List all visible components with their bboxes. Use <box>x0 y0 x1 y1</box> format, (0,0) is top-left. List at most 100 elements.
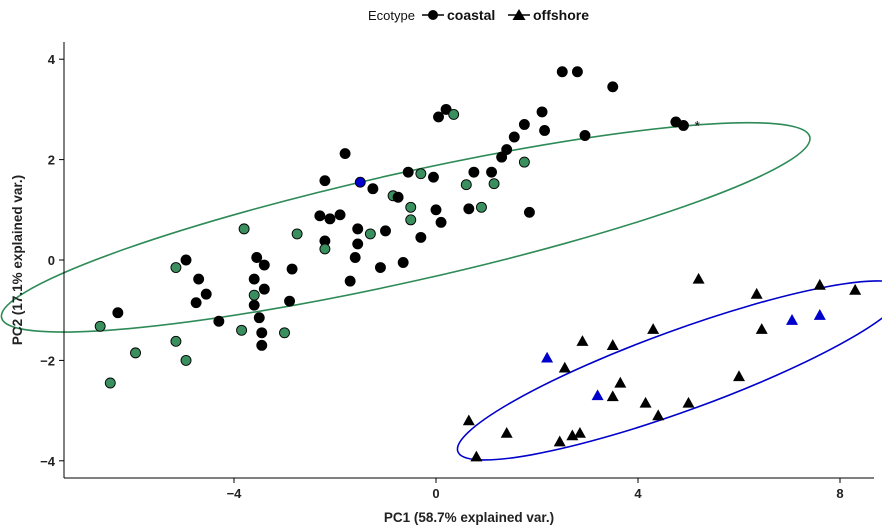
coastal-point <box>258 283 270 295</box>
coastal-point <box>571 66 583 78</box>
offshore-point <box>750 287 763 299</box>
coastal-point <box>253 312 265 324</box>
x-tick-label: −4 <box>227 486 243 501</box>
coastal-point <box>579 130 591 141</box>
coastal-point <box>279 327 290 339</box>
legend-offshore-label: offshore <box>533 7 589 23</box>
coastal-point <box>435 216 447 228</box>
coastal-point <box>256 339 268 351</box>
coastal-point <box>344 275 356 287</box>
coastal-point <box>213 315 225 327</box>
offshore-point <box>576 335 589 346</box>
coastal-point <box>518 156 530 168</box>
y-tick-label: −4 <box>40 454 56 469</box>
coastal-point <box>94 320 106 332</box>
offshore-point <box>682 396 695 408</box>
coastal-point <box>354 176 366 188</box>
coastal-point <box>415 231 427 243</box>
coastal-point <box>352 238 364 250</box>
coastal-point <box>367 183 379 195</box>
y-tick-label: 0 <box>48 253 55 268</box>
coastal-point <box>352 223 364 235</box>
coastal-point <box>112 307 124 319</box>
coastal-point <box>291 228 303 240</box>
coastal-point <box>488 178 500 190</box>
y-tick-label: 4 <box>48 52 56 67</box>
coastal-point <box>286 263 298 275</box>
coastal-point <box>248 289 260 301</box>
coastal-point <box>440 103 452 115</box>
offshore-point <box>692 272 705 284</box>
coastal-point <box>463 203 475 215</box>
offshore-point <box>606 339 619 350</box>
coastal-point <box>314 210 326 222</box>
coastal-point <box>448 108 460 120</box>
offshore-point <box>733 370 745 382</box>
offshore-point <box>462 414 475 426</box>
y-tick-label: −2 <box>40 353 55 368</box>
coastal-point <box>324 213 336 225</box>
coastal-point <box>349 252 361 263</box>
offshore-point <box>558 361 571 373</box>
coastal-point <box>486 166 497 178</box>
coastal-point <box>104 377 116 389</box>
offshore-point <box>566 429 579 441</box>
coastal-point <box>248 299 260 311</box>
coastal-point <box>468 166 480 178</box>
offshore-point <box>573 426 586 438</box>
point-annotation: * <box>695 117 701 133</box>
x-tick-label: 4 <box>634 486 642 501</box>
x-tick-label: 0 <box>432 486 439 501</box>
offshore-point <box>541 351 554 363</box>
coastal-point <box>248 273 260 285</box>
coastal-point <box>236 324 248 336</box>
offshore-point <box>553 435 566 447</box>
coastal-point <box>496 151 508 163</box>
offshore-point <box>755 323 768 334</box>
legend-title: Ecotype <box>368 8 415 23</box>
coastal-point <box>238 223 250 235</box>
axes: −4 0 4 8 −4 −2 0 2 4 <box>40 42 874 501</box>
coastal-point <box>380 225 391 237</box>
coastal-point <box>392 191 404 203</box>
coastal-point <box>170 262 182 273</box>
legend-offshore-marker <box>512 9 526 20</box>
coastal-point <box>200 288 212 300</box>
legend: Ecotype coastal offshore <box>368 7 589 23</box>
offshore-point <box>813 309 826 320</box>
offshore-point <box>647 323 660 334</box>
coastal-point <box>523 206 535 218</box>
x-tick-label: 8 <box>836 486 843 501</box>
y-tick-label: 2 <box>48 153 55 168</box>
y-ticks: −4 −2 0 2 4 <box>40 52 64 469</box>
coastal-point <box>430 204 442 216</box>
legend-coastal-label: coastal <box>447 7 495 23</box>
coastal-ellipse <box>0 121 811 333</box>
coastal-point <box>428 171 439 183</box>
offshore-point <box>614 376 627 388</box>
coastal-point <box>130 347 141 359</box>
coastal-point <box>180 254 192 266</box>
coastal-point <box>518 119 530 130</box>
coastal-point <box>319 175 331 187</box>
coastal-point <box>258 259 270 271</box>
y-axis-title: PC2 (17.1% explained var.) <box>10 175 25 345</box>
coastal-point <box>536 106 548 118</box>
coastal-point <box>405 201 417 213</box>
coastal-point <box>678 120 689 131</box>
coastal-point <box>375 262 386 273</box>
coastal-point <box>460 179 472 191</box>
coastal-point <box>364 228 376 240</box>
coastal-point <box>539 125 551 136</box>
offshore-point <box>813 278 826 290</box>
coastal-point <box>397 257 409 268</box>
coastal-point <box>476 201 487 213</box>
coastal-point <box>607 81 619 93</box>
coastal-point <box>556 66 568 78</box>
coastal-point <box>284 295 295 307</box>
coastal-point <box>339 148 351 160</box>
offshore-point <box>849 283 862 295</box>
confidence-ellipses <box>0 121 882 461</box>
offshore-point <box>591 389 604 401</box>
